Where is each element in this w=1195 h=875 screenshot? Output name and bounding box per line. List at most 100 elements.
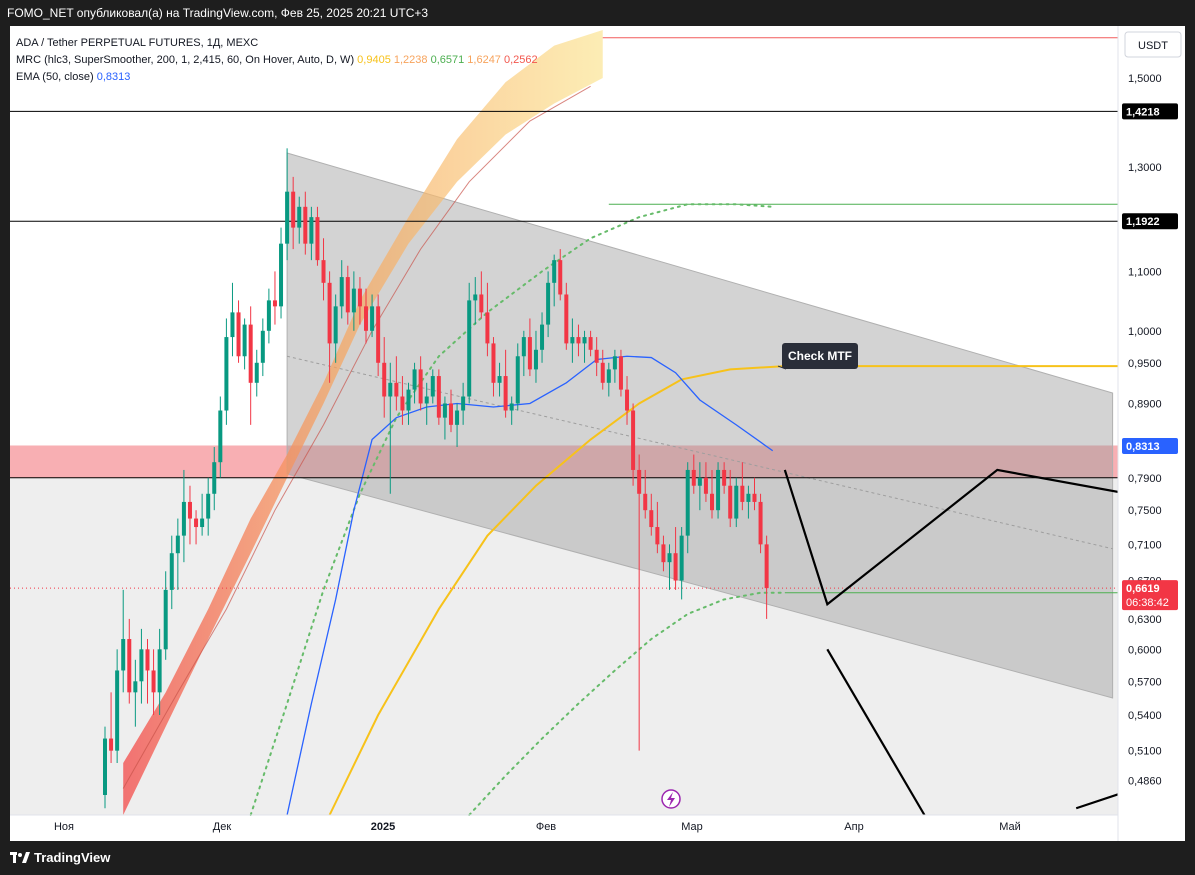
legend-ema[interactable]: EMA (50, close) 0,8313 [16,71,130,83]
candle[interactable] [357,277,362,325]
candle[interactable] [540,312,545,363]
price-tag[interactable]: 1,4218 [1122,103,1178,120]
candle[interactable] [546,271,551,338]
candle[interactable] [364,288,369,344]
candle[interactable] [436,369,441,425]
candle[interactable] [734,477,739,528]
candle[interactable] [491,337,496,397]
candle[interactable] [618,349,623,397]
candle[interactable] [533,330,538,383]
candle[interactable] [418,356,423,411]
price-chart[interactable]: Check MTF USDT 1,5000 1,3000 1,1000 1,0000 0,… [10,26,1195,841]
candle[interactable] [157,628,162,716]
candle[interactable] [412,362,417,404]
candle[interactable] [127,618,132,704]
candle[interactable] [764,535,769,619]
candle[interactable] [570,318,575,363]
candle[interactable] [752,477,757,511]
candle[interactable] [400,376,405,425]
candle[interactable] [370,294,375,338]
candle[interactable] [333,294,338,363]
candle[interactable] [521,330,526,377]
candle[interactable] [115,649,120,764]
candle[interactable] [121,589,126,693]
candle[interactable] [631,403,636,486]
candle[interactable] [691,454,696,494]
candle[interactable] [139,628,144,704]
candle[interactable] [703,462,708,502]
candle[interactable] [515,343,520,411]
candle[interactable] [679,527,684,600]
candle[interactable] [109,692,114,764]
candle[interactable] [339,260,344,319]
candle[interactable] [388,362,393,494]
candle[interactable] [236,300,241,363]
candle[interactable] [473,277,478,325]
candle[interactable] [145,639,150,704]
projection-line[interactable] [826,648,926,816]
price-tag[interactable]: 0,8313 [1122,438,1178,455]
check-mtf-note[interactable]: Check MTF [777,343,858,370]
candle[interactable] [612,349,617,383]
candle[interactable] [716,462,721,519]
candle[interactable] [673,527,678,590]
candle[interactable] [625,376,630,425]
candle[interactable] [606,362,611,397]
candle[interactable] [266,288,271,344]
legend-symbol[interactable]: ADA / Tether PERPETUAL FUTURES, 1Д, MEXC [16,37,258,49]
candle[interactable] [758,493,763,554]
candle[interactable] [455,403,460,447]
candle[interactable] [254,349,259,397]
candle[interactable] [248,306,253,425]
candle[interactable] [467,282,472,404]
candle[interactable] [667,544,672,590]
price-tag[interactable]: 1,1922 [1122,213,1178,230]
mrc-mean-line[interactable] [328,365,1195,816]
candle[interactable] [643,469,648,519]
candle[interactable] [230,282,235,357]
candle[interactable] [558,249,563,301]
candle[interactable] [588,330,593,357]
candle[interactable] [649,493,654,536]
candle[interactable] [564,282,569,350]
candle[interactable] [309,206,314,261]
candle[interactable] [485,282,490,357]
chart-frame[interactable]: Check MTF USDT 1,5000 1,3000 1,1000 1,0000 0,… [10,26,1195,841]
regression-channel[interactable] [286,152,1114,699]
candle[interactable] [685,462,690,554]
candle[interactable] [103,726,107,809]
candle[interactable] [448,389,453,433]
candle[interactable] [175,518,180,590]
candle[interactable] [394,356,399,411]
candle[interactable] [260,318,265,377]
candle[interactable] [376,294,381,377]
candle[interactable] [297,196,302,244]
candle[interactable] [351,271,356,331]
candle[interactable] [272,271,277,325]
candle[interactable] [315,206,320,266]
candle[interactable] [740,462,745,511]
candle[interactable] [582,330,587,363]
candle[interactable] [163,571,168,660]
candle[interactable] [151,649,156,716]
candle[interactable] [728,469,733,528]
candle[interactable] [327,271,332,383]
candle[interactable] [382,337,387,418]
candle[interactable] [503,349,508,418]
candle[interactable] [224,318,229,425]
candle[interactable] [600,349,605,390]
candle[interactable] [242,318,247,370]
tradingview-logo[interactable]: TradingView [10,850,110,865]
candle[interactable] [187,485,192,545]
candle[interactable] [321,238,326,301]
candle[interactable] [509,396,514,425]
candle[interactable] [552,254,557,307]
currency-button[interactable] [1124,31,1182,58]
candle[interactable] [181,469,186,563]
candle[interactable] [218,396,223,478]
candle[interactable] [442,396,447,440]
candle[interactable] [710,469,714,519]
candle[interactable] [406,382,411,425]
candle[interactable] [497,362,502,397]
candle[interactable] [746,485,751,519]
